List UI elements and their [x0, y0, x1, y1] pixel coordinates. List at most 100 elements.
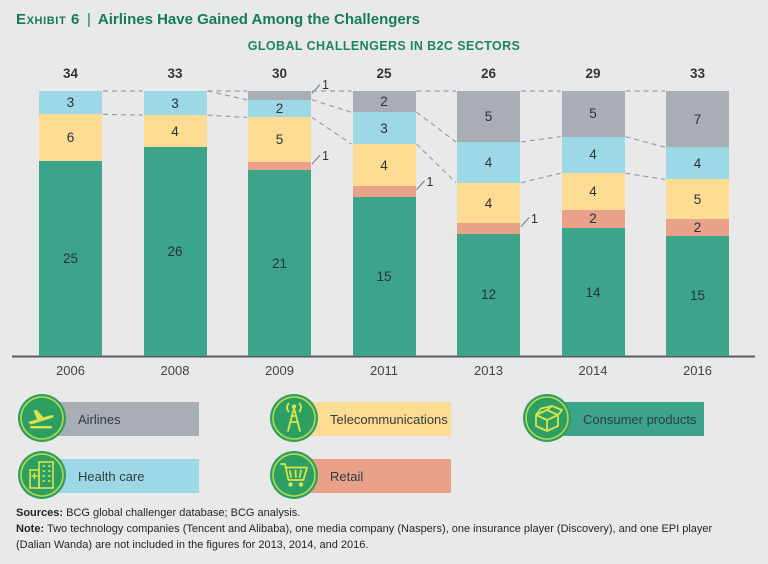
segment-value: 21 — [271, 255, 288, 271]
sources-line: Sources: BCG global challenger database;… — [16, 507, 301, 519]
bar-total-2014: 29 — [585, 66, 601, 81]
hospital-icon — [17, 450, 67, 500]
segment-health-care-2016: 4 — [666, 147, 729, 180]
segment-health-care-2009: 2 — [248, 99, 311, 118]
segment-value: 4 — [693, 155, 702, 171]
segment-value: 6 — [66, 130, 75, 146]
dashed-connector-line — [102, 113, 143, 116]
note-label: Note: — [16, 523, 45, 535]
segment-value: 2 — [380, 94, 388, 110]
segment-value: 2 — [275, 101, 284, 117]
segment-health-care-2013: 4 — [457, 141, 520, 183]
segment-value: 5 — [693, 191, 702, 207]
legend-item-telecommunications: Telecommunications — [269, 393, 454, 443]
segment-value: 7 — [693, 111, 702, 127]
dashed-connector-line — [520, 136, 561, 143]
segment-value: 4 — [171, 123, 179, 139]
legend-label: Consumer products — [583, 411, 697, 427]
segment-consumer-products-2013: 12 — [457, 233, 520, 356]
callout-value-retail-2011: 1 — [426, 174, 434, 189]
segment-telecommunications-2006: 6 — [39, 114, 102, 162]
bar-total-2011: 25 — [376, 66, 392, 81]
legend-item-consumer-products: Consumer products — [522, 393, 707, 443]
x-axis-label-2006: 2006 — [56, 363, 85, 378]
segment-consumer-products-2006: 25 — [39, 161, 102, 356]
bar-2008: 3 4 26 — [143, 91, 207, 356]
chart-title: GLOBAL CHALLENGERS IN B2C SECTORS — [247, 39, 521, 53]
dashed-connector-line — [416, 111, 457, 143]
x-axis-label-2009: 2009 — [265, 363, 294, 378]
legend-label: Health care — [78, 468, 145, 484]
segment-value: 12 — [480, 287, 497, 303]
segment-value: 4 — [484, 154, 493, 170]
segment-value: 2 — [693, 219, 702, 235]
segment-airlines-2014: 5 — [561, 91, 625, 137]
dashed-connector-line — [311, 99, 352, 113]
segment-consumer-products-2014: 14 — [561, 228, 625, 356]
exhibit-number: Exhibit 6 — [16, 11, 80, 28]
segment-health-care-2006: 3 — [39, 91, 102, 115]
segment-health-care-2011: 3 — [352, 112, 416, 144]
dashed-connector-line — [625, 172, 666, 180]
airplane-icon — [17, 393, 67, 443]
callout-value-airlines-2009: 1 — [322, 78, 329, 93]
x-axis-label-2008: 2008 — [160, 363, 190, 378]
legend-item-retail: Retail — [269, 450, 454, 500]
legend-chip-retail: Retail — [303, 459, 451, 493]
segment-value: 5 — [484, 108, 493, 124]
segment-value: 4 — [380, 157, 388, 173]
dashed-connector-line — [207, 90, 248, 101]
dashed-connector-line — [311, 117, 352, 145]
dashed-connector-line — [416, 143, 457, 184]
segment-value: 2 — [589, 211, 597, 227]
exhibit-header: Exhibit 6 | Airlines Have Gained Among the… — [16, 11, 420, 28]
segment-value: 3 — [380, 120, 388, 136]
bar-2006: 3 6 25 — [39, 91, 102, 356]
legend-chip-airlines: Airlines — [51, 402, 199, 436]
bar-total-2016: 33 — [689, 66, 706, 81]
callout-leader-line — [311, 84, 321, 94]
segment-value: 14 — [585, 284, 601, 300]
segment-retail-2016: 2 — [666, 219, 729, 236]
segment-health-care-2008: 3 — [143, 91, 207, 116]
legend-label: Airlines — [78, 411, 121, 427]
segment-value: 4 — [484, 195, 493, 211]
dashed-connector-line — [207, 114, 248, 119]
segment-health-care-2014: 4 — [561, 136, 625, 174]
callout-value-retail-2009: 1 — [322, 149, 329, 164]
legend-chip-telecommunications: Telecommunications — [303, 402, 451, 436]
callout-leader-line — [416, 180, 425, 191]
callout-leader-line — [311, 154, 321, 165]
segment-value: 3 — [66, 95, 75, 111]
cart-icon — [269, 450, 319, 500]
legend-chip-consumer-products: Consumer products — [556, 402, 704, 436]
segment-value: 5 — [275, 132, 284, 148]
x-axis-label-2013: 2013 — [474, 363, 503, 378]
segment-consumer-products-2011: 15 — [352, 196, 416, 356]
segment-telecommunications-2016: 5 — [666, 179, 729, 220]
bar-total-2009: 30 — [271, 66, 288, 81]
segment-value: 15 — [376, 268, 392, 284]
segment-telecommunications-2009: 5 — [248, 117, 311, 162]
legend-chip-health-care: Health care — [51, 459, 199, 493]
segment-value: 5 — [589, 106, 597, 122]
segment-consumer-products-2016: 15 — [666, 235, 729, 356]
segment-telecommunications-2011: 4 — [352, 143, 416, 187]
exhibit-title: Airlines Have Gained Among the Challenge… — [97, 11, 420, 28]
legend-label: Telecommunications — [330, 411, 448, 427]
box-icon — [522, 393, 572, 443]
radio-tower-icon — [269, 393, 319, 443]
segment-airlines-2009 — [248, 91, 311, 100]
bar-2013: 5 4 4 12 — [457, 91, 520, 356]
segment-retail-2013 — [457, 223, 520, 234]
segment-retail-2009 — [248, 161, 311, 171]
bar-total-2013: 26 — [480, 66, 497, 81]
legend-label: Retail — [330, 468, 364, 484]
segment-telecommunications-2014: 4 — [561, 173, 625, 210]
segment-consumer-products-2008: 26 — [143, 147, 207, 356]
bar-total-2008: 33 — [167, 66, 183, 81]
header-divider: | — [86, 11, 91, 28]
dashed-connector-line — [520, 172, 561, 184]
